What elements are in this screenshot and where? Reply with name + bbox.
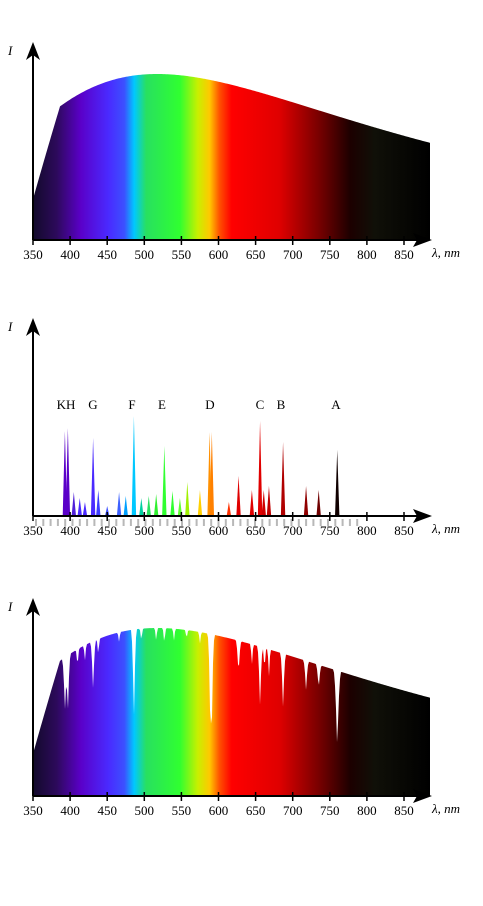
tick-label: 750 (320, 803, 340, 818)
minor-ticks (35, 519, 359, 526)
tick-label: 450 (97, 803, 117, 818)
label-E: E (158, 397, 166, 412)
y-axis-label: I (7, 599, 13, 614)
continuous-spectrum-area (33, 74, 430, 240)
tick-label: 500 (135, 247, 155, 262)
tick-label: 750 (320, 247, 340, 262)
spectral-line (105, 506, 110, 516)
spectral-line (153, 494, 159, 516)
label-KH: KH (57, 397, 76, 412)
tick-label: 800 (357, 523, 377, 538)
tick-label: 600 (209, 523, 229, 538)
spectral-line (146, 496, 151, 516)
tick-label: 600 (209, 247, 229, 262)
spectral-line (303, 486, 309, 516)
spectral-line (177, 498, 183, 516)
spectral-line (131, 416, 137, 516)
spectral-line (335, 450, 340, 516)
tick-label: 800 (357, 247, 377, 262)
tick-label: 850 (394, 523, 414, 538)
spectral-line (77, 498, 82, 516)
y-axis-label: I (7, 43, 13, 58)
x-axis-label: λ, nm (431, 801, 460, 816)
spectral-line (90, 438, 96, 516)
tick-label: 550 (172, 523, 192, 538)
y-arrow-icon (26, 598, 40, 616)
label-A: A (331, 397, 341, 412)
tick-label: 600 (209, 803, 229, 818)
tick-label: 850 (394, 247, 414, 262)
x-arrow-icon (413, 233, 432, 247)
tick-label: 350 (23, 523, 43, 538)
y-arrow-icon (26, 42, 40, 60)
tick-label: 450 (97, 247, 117, 262)
x-arrow-icon (413, 789, 432, 803)
x-axis-label: λ, nm (431, 245, 460, 260)
spectral-line (123, 496, 128, 516)
spectral-line (116, 492, 122, 516)
spectral-line (185, 482, 190, 516)
y-arrow-icon (26, 318, 40, 336)
spectral-line (209, 432, 215, 516)
tick-label: 700 (283, 523, 303, 538)
tick-label: 550 (172, 247, 192, 262)
tick-label: 450 (97, 523, 117, 538)
tick-label: 400 (60, 523, 80, 538)
tick-label: 400 (60, 247, 80, 262)
x-arrow-icon (413, 509, 432, 523)
tick-label: 350 (23, 803, 43, 818)
spectral-line (261, 490, 266, 516)
tick-label: 500 (135, 803, 155, 818)
tick-label: 750 (320, 523, 340, 538)
spectral-line (280, 442, 286, 516)
tick-label: 650 (246, 247, 266, 262)
continuous-spectrum-panel: 350 400 450 500 550 600 650 700 750 800 850 I λ, n… (7, 42, 460, 262)
absorption-lines-panel: 350 400 450 500 550 600 650 700 750 800 850 I λ, n… (7, 318, 460, 538)
x-ticks: 350 400 450 500 550 600 650 700 750 800 850 (23, 236, 414, 262)
absorption-spectrum-area (33, 628, 430, 796)
tick-label: 700 (283, 803, 303, 818)
spectral-lines (62, 416, 340, 516)
spectral-line (257, 421, 263, 516)
label-G: G (88, 397, 97, 412)
x-ticks: 350 400 450 500 550 600 650 700 750 800 850 (23, 792, 414, 818)
spectral-line (82, 502, 88, 516)
spectral-line (249, 490, 255, 516)
tick-label: 350 (23, 247, 43, 262)
spectral-line (62, 431, 68, 516)
spectral-line (316, 490, 321, 516)
tick-label: 650 (246, 803, 266, 818)
spectral-line (236, 476, 241, 516)
spectral-line (96, 490, 101, 516)
tick-label: 850 (394, 803, 414, 818)
spectral-line (65, 428, 71, 516)
spectral-line (170, 491, 175, 516)
spectral-line (139, 498, 144, 516)
spectral-line (197, 490, 203, 516)
spectral-line (71, 492, 77, 516)
tick-label: 800 (357, 803, 377, 818)
tick-label: 700 (283, 247, 303, 262)
tick-label: 550 (172, 803, 192, 818)
spectral-line (226, 502, 232, 516)
label-C: C (256, 397, 265, 412)
x-axis-label: λ, nm (431, 521, 460, 536)
absorption-spectrum-panel: 350 400 450 500 550 600 650 700 750 800 850 I λ, n… (7, 598, 460, 818)
spectral-line (266, 486, 272, 516)
fraunhofer-labels: KH G F E D C B A (57, 397, 342, 412)
y-axis-label: I (7, 319, 13, 334)
x-ticks: 350 400 450 500 550 600 650 700 750 800 850 (23, 512, 414, 538)
tick-label: 650 (246, 523, 266, 538)
tick-label: 500 (135, 523, 155, 538)
tick-label: 400 (60, 803, 80, 818)
label-F: F (128, 397, 135, 412)
label-D: D (205, 397, 214, 412)
spectral-line (162, 446, 167, 516)
label-B: B (277, 397, 286, 412)
